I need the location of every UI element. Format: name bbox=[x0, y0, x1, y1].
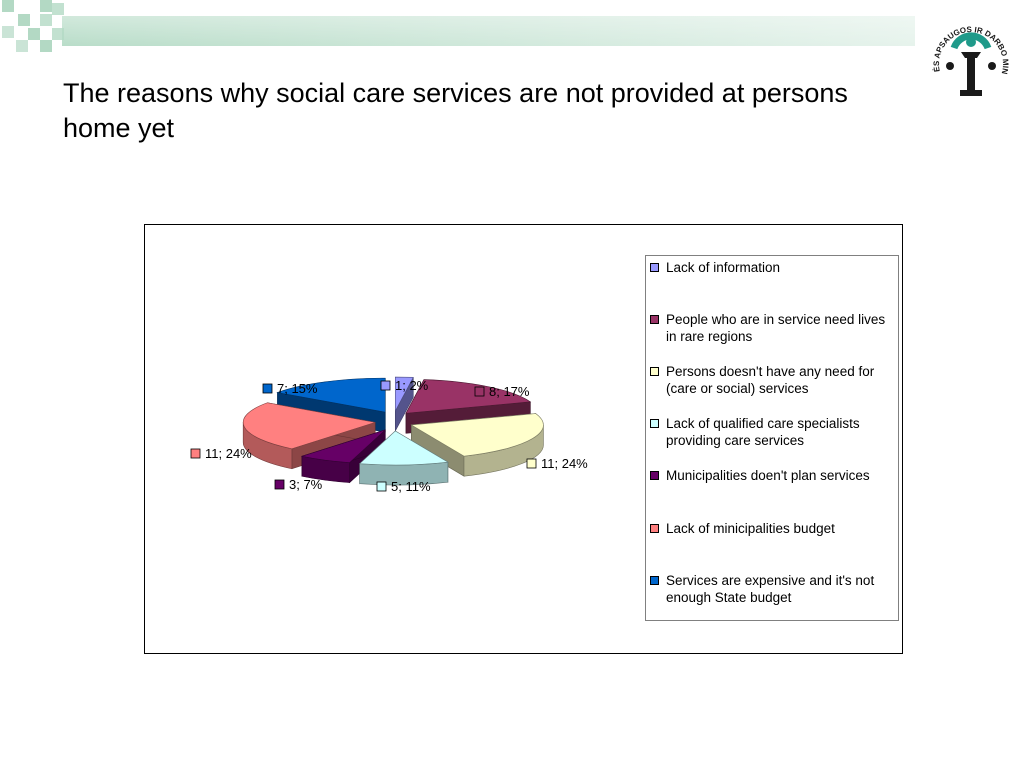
legend-swatch bbox=[650, 419, 659, 428]
pie-slice bbox=[410, 413, 544, 457]
legend-label: Lack of qualified care specialists provi… bbox=[666, 416, 860, 448]
data-label: 11; 24% bbox=[541, 456, 588, 471]
legend-label: People who are in service need lives in … bbox=[666, 312, 886, 344]
data-label: 1; 2% bbox=[395, 378, 429, 393]
pie-slice bbox=[300, 429, 386, 463]
legend-label: Lack of information bbox=[666, 260, 781, 275]
data-label-swatch bbox=[262, 383, 273, 394]
pie-slice bbox=[358, 430, 449, 466]
pie-slice bbox=[276, 377, 386, 413]
ministry-logo: SOCIALINĖS APSAUGOS IR DARBO MINISTERIJA bbox=[930, 8, 1010, 96]
data-label: 8; 17% bbox=[489, 384, 530, 399]
data-label-swatch bbox=[380, 380, 391, 391]
data-label-swatch bbox=[190, 448, 201, 459]
legend-label: Services are expensive and it's not enou… bbox=[666, 573, 875, 605]
chart-legend: Lack of information People who are in ser… bbox=[645, 255, 899, 621]
data-label-swatch bbox=[376, 481, 387, 492]
pie-slice bbox=[405, 379, 532, 414]
legend-label: Municipalities doen't plan services bbox=[666, 468, 870, 483]
legend-label: Lack of minicipalities budget bbox=[666, 521, 835, 536]
pie-slice-tops bbox=[242, 376, 544, 466]
data-label-swatch bbox=[474, 386, 485, 397]
pie-slice bbox=[394, 376, 414, 412]
header-banner bbox=[2, 0, 915, 52]
decorative-squares bbox=[2, 0, 64, 52]
data-labels: 1; 2% 8; 17% 11; 24% 5; 11% 3; 7% 11; 24% 7; 1… bbox=[190, 378, 588, 494]
slide-title: The reasons why social care services are… bbox=[63, 78, 848, 143]
data-label-swatch bbox=[274, 479, 285, 490]
data-label: 5; 11% bbox=[391, 479, 431, 494]
pie-chart: 1; 2% 8; 17% 11; 24% 5; 11% 3; 7% 11; 24% 7; 1… bbox=[190, 376, 588, 494]
legend-swatch bbox=[650, 263, 659, 272]
legend-swatch bbox=[650, 315, 659, 324]
legend-swatch bbox=[650, 471, 659, 480]
legend-label: Persons doesn't have any need for (care … bbox=[666, 364, 875, 396]
data-label: 11; 24% bbox=[205, 446, 252, 461]
data-label: 3; 7% bbox=[289, 477, 323, 492]
pie-slice bbox=[242, 402, 376, 450]
legend-swatch bbox=[650, 524, 659, 533]
chart-area: 1; 2% 8; 17% 11; 24% 5; 11% 3; 7% 11; 24% 7; 1… bbox=[144, 224, 903, 654]
data-label-swatch bbox=[526, 458, 537, 469]
data-label: 7; 15% bbox=[277, 381, 318, 396]
legend-swatch bbox=[650, 576, 659, 585]
legend-swatch bbox=[650, 367, 659, 376]
